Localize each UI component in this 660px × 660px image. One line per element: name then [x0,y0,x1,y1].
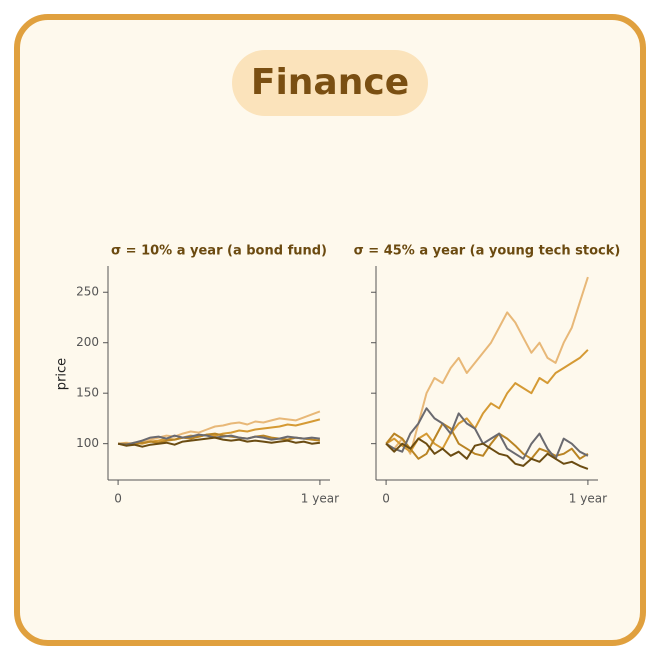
series-line [117,410,321,445]
panel-title: σ = 45% a year (a young tech stock) [354,244,621,259]
y-tick-label: 150 [76,386,99,400]
series-line [385,422,589,460]
series-line [385,437,589,470]
series-line [385,349,589,453]
x-tick-label: 0 [382,492,390,506]
page-title: Finance [232,50,428,116]
x-tick-label: 1 year [569,492,607,506]
series-line [117,436,321,448]
series-line [385,276,589,455]
series-line [117,433,321,446]
x-tick-label: 0 [114,492,122,506]
card [14,14,646,646]
y-tick-label: 250 [76,285,99,299]
y-axis-label: price [55,358,70,390]
series-line [118,432,321,446]
panel-title: σ = 10% a year (a bond fund) [111,244,327,259]
x-tick-label: 1 year [301,492,339,506]
y-tick-label: 200 [76,335,99,349]
y-tick-label: 100 [76,436,99,450]
